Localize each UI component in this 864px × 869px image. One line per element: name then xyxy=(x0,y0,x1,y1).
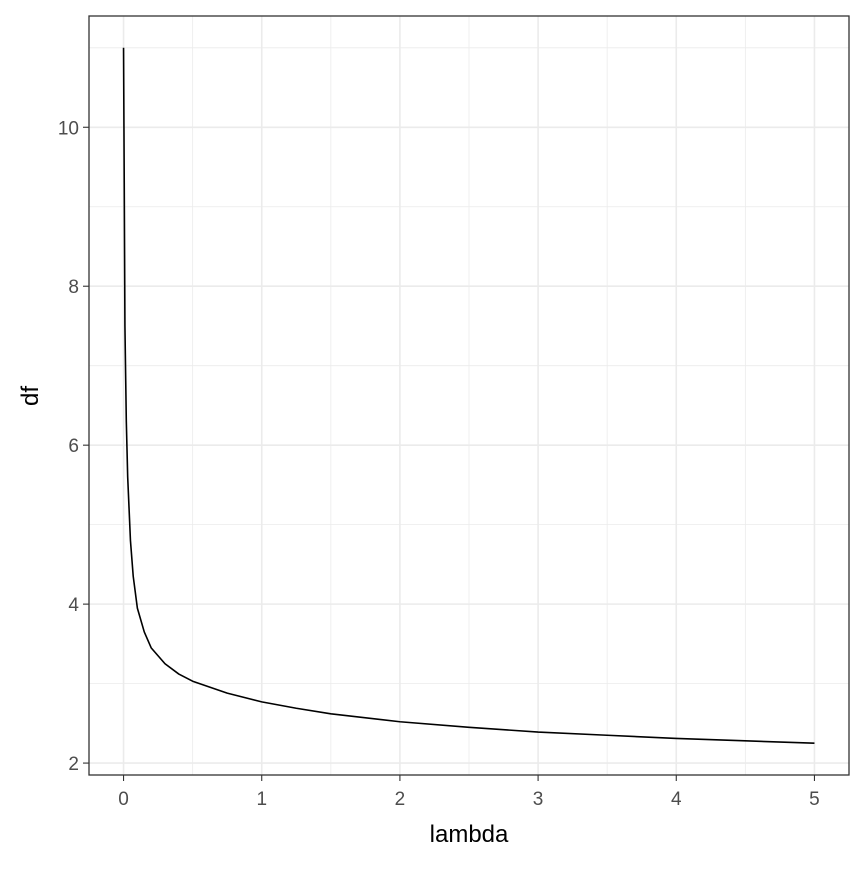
y-tick-label: 8 xyxy=(68,277,79,298)
x-tick-label: 5 xyxy=(809,789,820,810)
x-tick-label: 0 xyxy=(118,789,129,810)
x-tick-label: 2 xyxy=(395,789,406,810)
x-tick-label: 3 xyxy=(533,789,544,810)
series-line xyxy=(122,47,815,745)
y-axis-title: df xyxy=(17,386,44,406)
x-axis-title: lambda xyxy=(430,821,509,848)
panel-border xyxy=(88,15,850,776)
y-tick-label: 2 xyxy=(68,754,79,775)
y-tick-label: 10 xyxy=(58,118,79,139)
x-tick-label: 1 xyxy=(256,789,267,810)
x-tick-label: 4 xyxy=(671,789,682,810)
y-tick-label: 6 xyxy=(68,436,79,457)
series-layer xyxy=(122,47,815,745)
y-tick-label: 4 xyxy=(68,595,79,616)
axis-ticks: 0 1 2 3 4 5 2 4 6 8 10 xyxy=(58,118,820,810)
